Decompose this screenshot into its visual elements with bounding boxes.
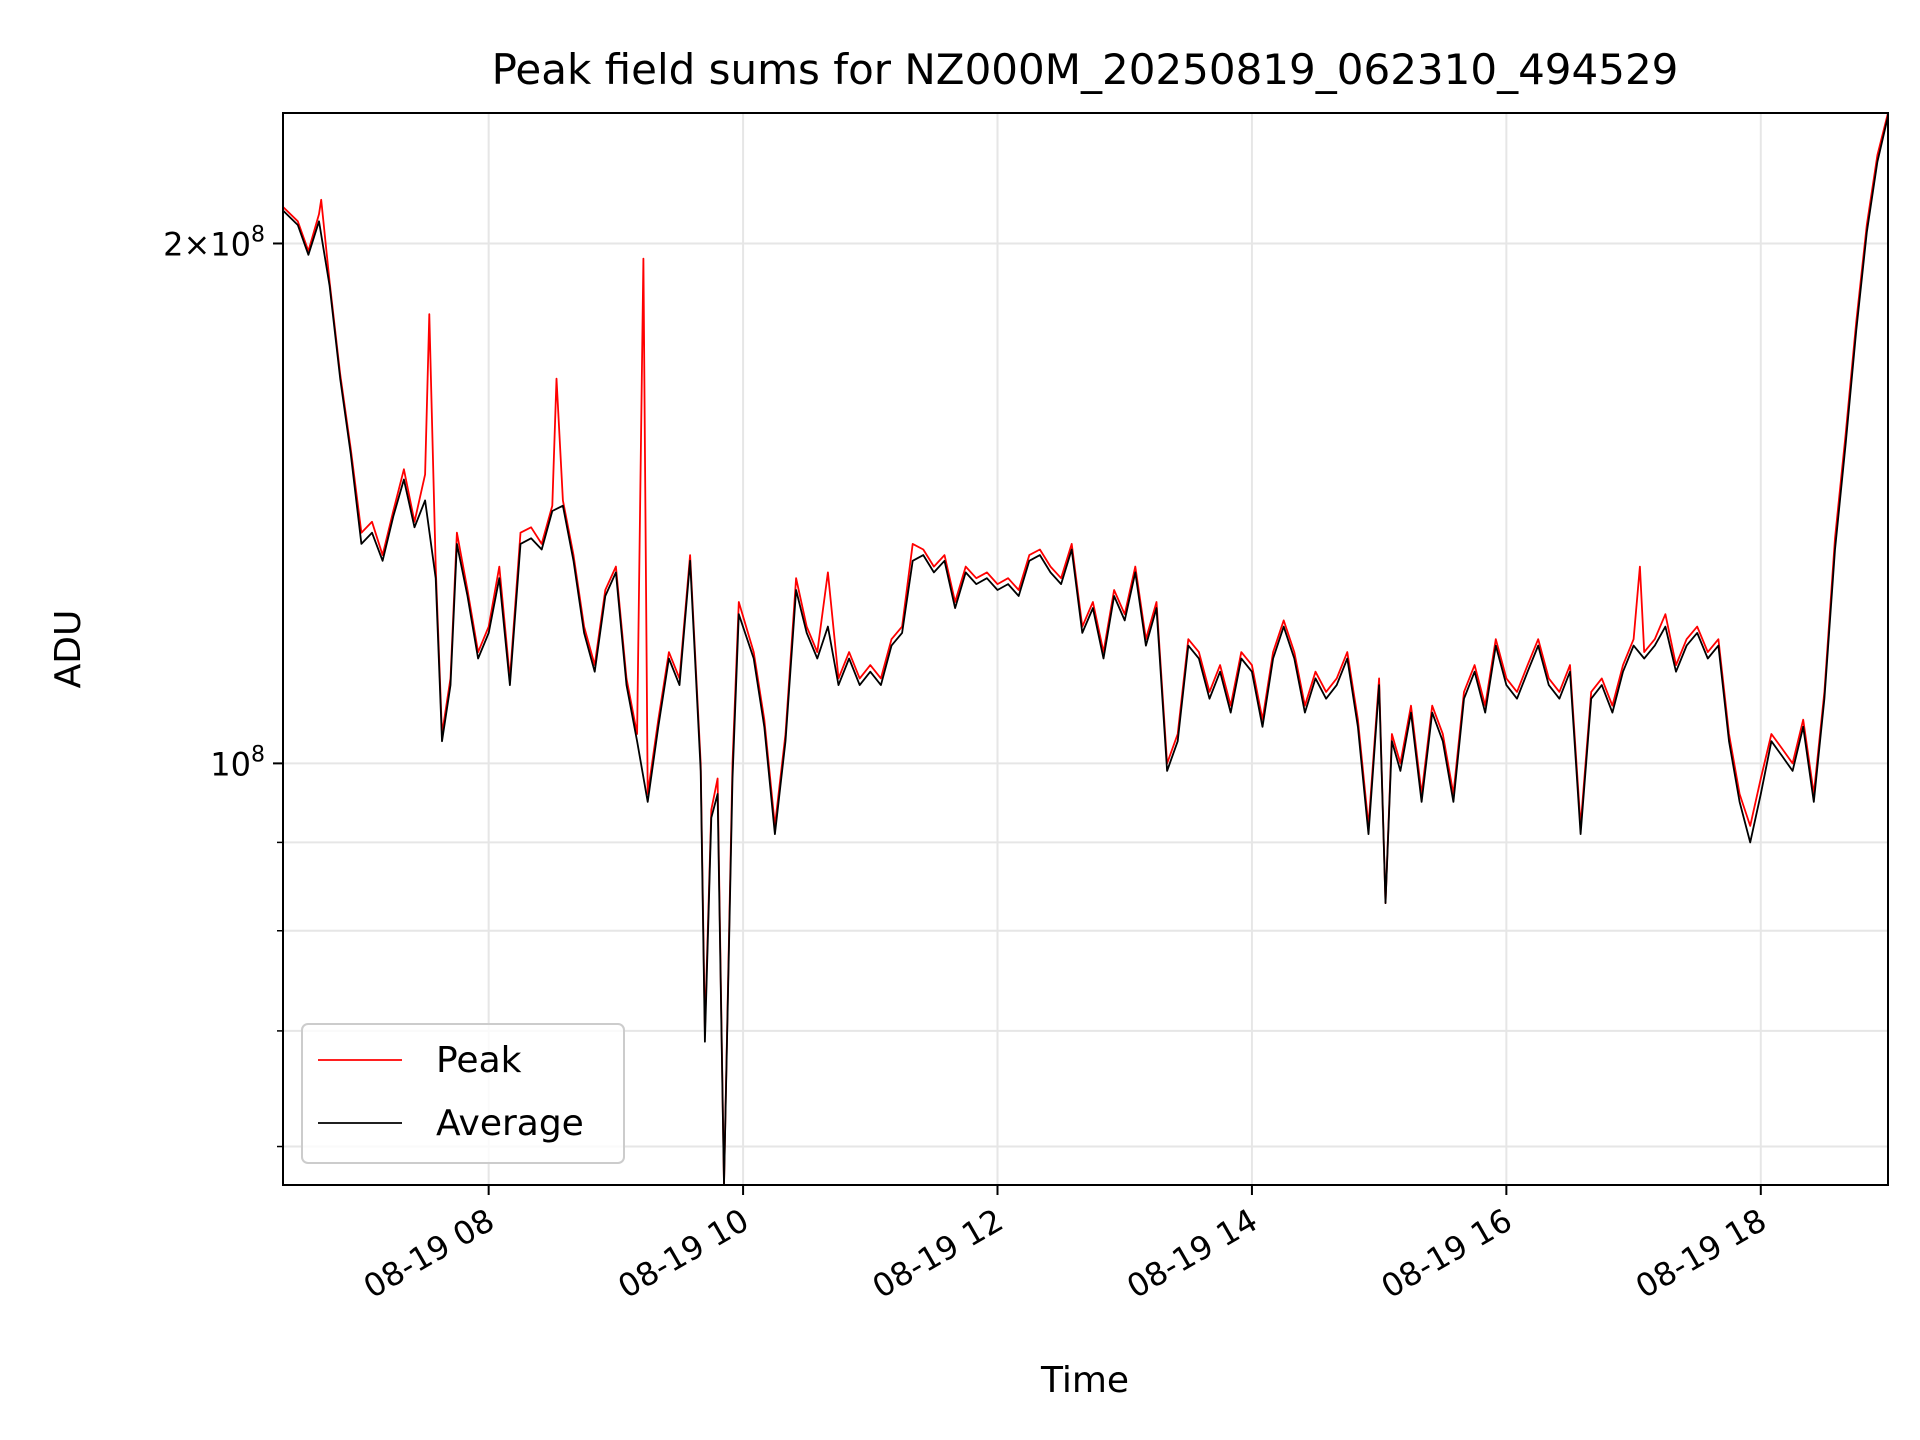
y-axis-label: ADU: [48, 610, 89, 689]
plot-area-frame: [282, 112, 1889, 1186]
series-line-peak: [283, 113, 1888, 1185]
legend-box: [301, 1023, 625, 1164]
legend-label-average: Average: [436, 1103, 584, 1144]
legend-label-peak: Peak: [436, 1040, 522, 1081]
y-tick-label: 108: [210, 742, 265, 783]
x-axis-label: Time: [1040, 1360, 1129, 1401]
series-layer: [283, 113, 1888, 1185]
y-axis: 108 2×108: [163, 222, 283, 1148]
y-tick-label: 2×108: [163, 222, 265, 263]
series-line-average: [283, 115, 1888, 1185]
legend: Peak Average: [301, 1023, 625, 1164]
chart-title: Peak field sums for NZ000M_20250819_0623…: [492, 45, 1679, 94]
